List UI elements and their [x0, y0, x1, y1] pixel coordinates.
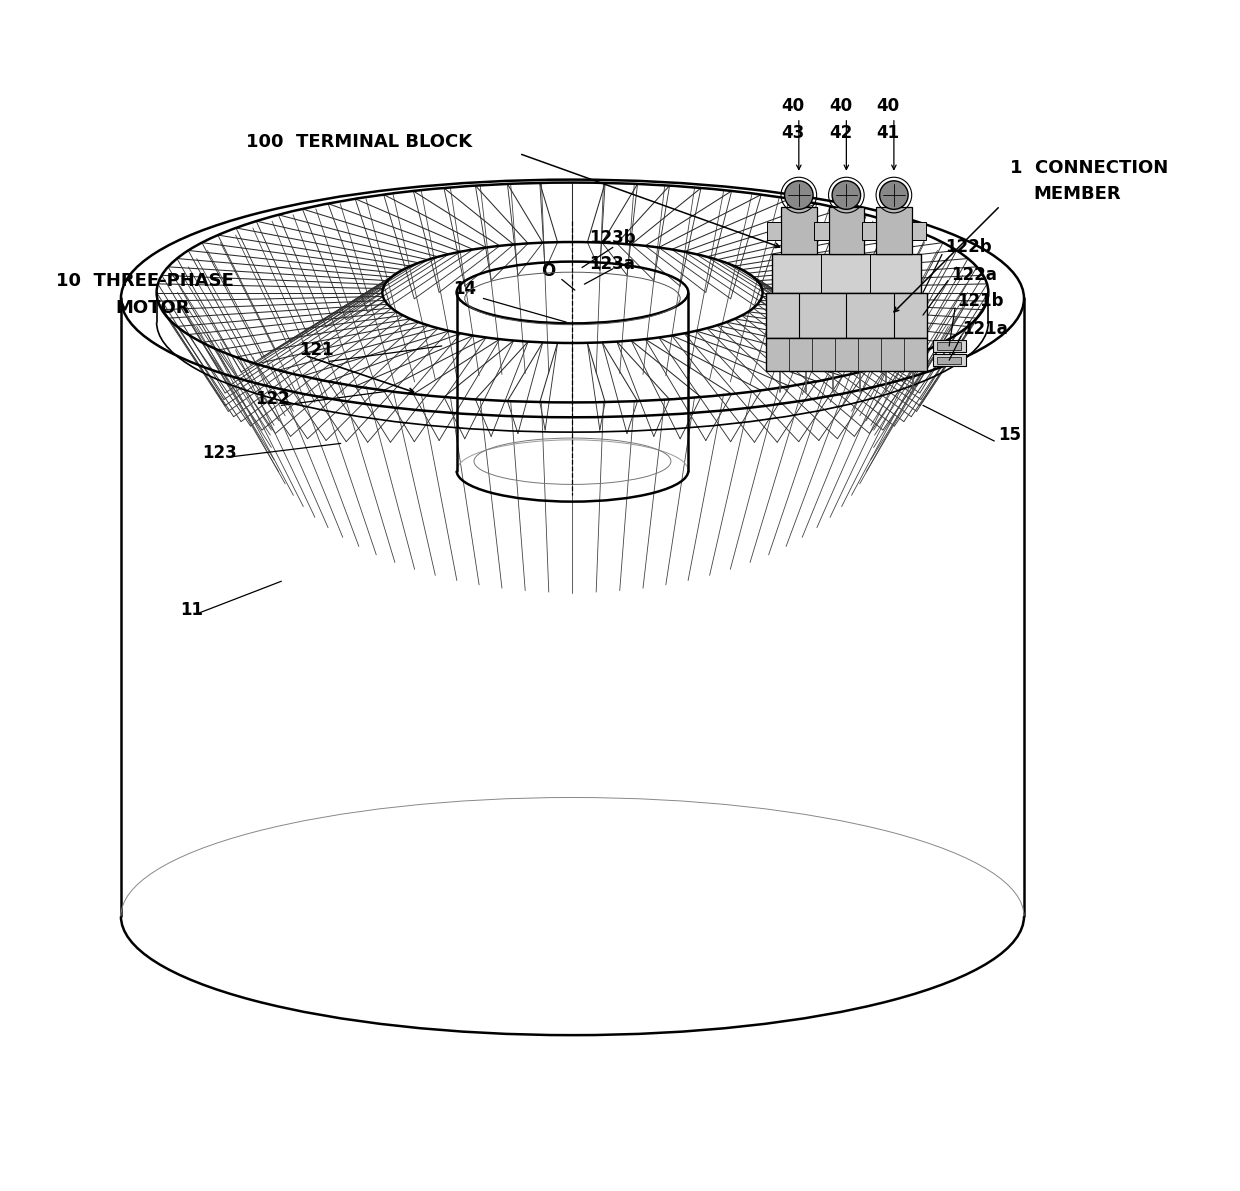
Bar [877, 207, 911, 255]
Text: 121: 121 [299, 341, 334, 358]
Bar [815, 223, 828, 241]
Text: 122: 122 [255, 391, 290, 409]
Text: 43: 43 [781, 124, 805, 142]
Text: 122b: 122b [946, 238, 992, 256]
Text: 122a: 122a [951, 266, 997, 283]
Bar [862, 223, 877, 241]
Text: 40: 40 [877, 96, 899, 116]
Text: 14: 14 [454, 280, 476, 298]
Text: 42: 42 [828, 124, 852, 142]
Text: 10  THREE-PHASE: 10 THREE-PHASE [56, 272, 233, 289]
Text: 41: 41 [877, 124, 899, 142]
Text: 40: 40 [828, 96, 852, 116]
Text: 121a: 121a [962, 320, 1008, 338]
Bar [932, 354, 966, 366]
Bar [766, 293, 926, 338]
Bar [828, 207, 864, 255]
Bar [781, 207, 817, 255]
Circle shape [785, 181, 813, 210]
Text: MOTOR: MOTOR [115, 299, 190, 317]
Bar [911, 223, 926, 241]
Circle shape [879, 181, 908, 210]
Text: 1  CONNECTION: 1 CONNECTION [1009, 158, 1168, 176]
Text: 15: 15 [998, 426, 1021, 444]
Bar [766, 223, 781, 241]
Text: 123a: 123a [589, 255, 635, 273]
Text: MEMBER: MEMBER [1033, 185, 1121, 202]
Bar [766, 338, 926, 370]
Text: 40: 40 [781, 96, 805, 116]
Text: 123: 123 [202, 444, 237, 462]
Text: 123b: 123b [589, 229, 636, 247]
Text: O: O [542, 262, 556, 280]
Bar [817, 223, 831, 241]
Bar [864, 223, 878, 241]
Bar [932, 341, 966, 351]
Text: 100  TERMINAL BLOCK: 100 TERMINAL BLOCK [246, 132, 472, 150]
Bar [937, 356, 961, 363]
Text: 11: 11 [180, 600, 203, 619]
Circle shape [832, 181, 861, 210]
Text: 121b: 121b [957, 292, 1004, 310]
Bar [937, 342, 961, 349]
Bar [773, 255, 920, 293]
